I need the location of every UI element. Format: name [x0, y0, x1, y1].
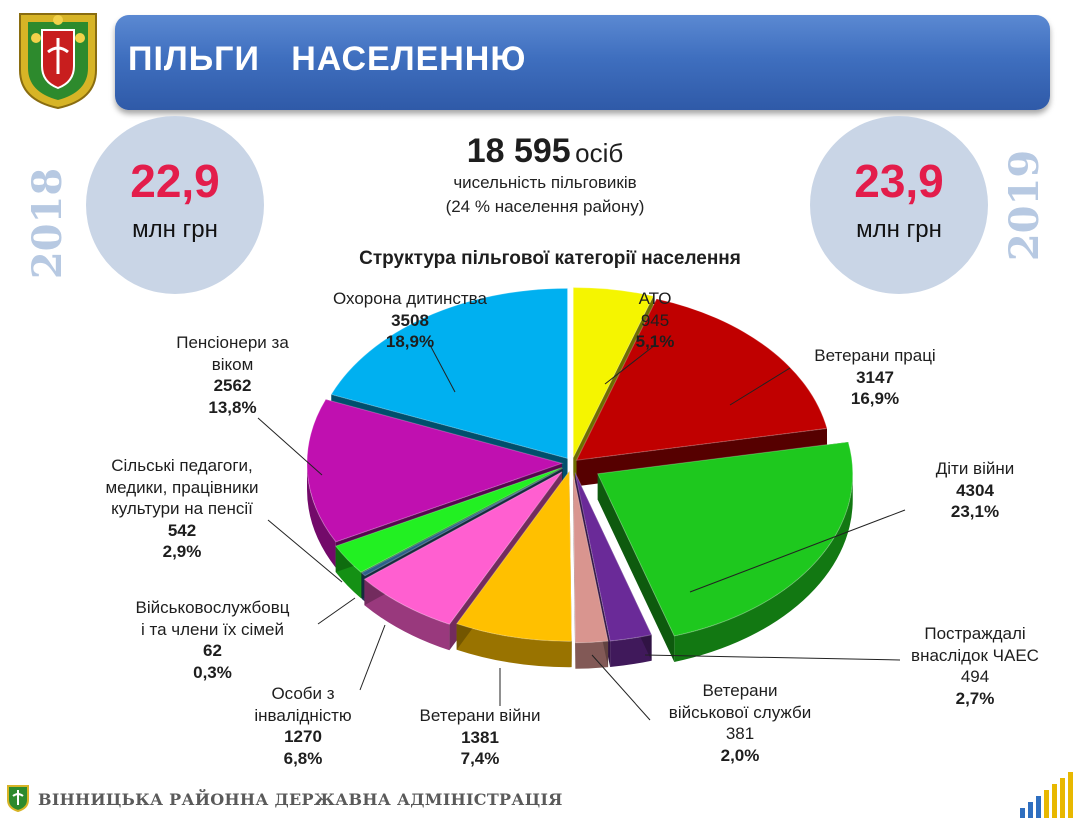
- summary-line-1: чисельність пільговиків: [453, 173, 637, 192]
- slice-percent: 5,1%: [635, 332, 675, 351]
- slice-name: АТО: [638, 289, 672, 308]
- coat-of-arms-icon: [19, 13, 97, 110]
- leader-line-військовослужбовці-та-члени-їх-сімей: [317, 597, 356, 625]
- slice-percent: 2,9%: [162, 542, 202, 561]
- slice-name: культури на пенсії: [111, 499, 253, 518]
- slice-value: 4304: [956, 480, 994, 500]
- slice-name: і та члени їх сімей: [141, 619, 284, 639]
- slice-side-особи-з-інвалідністю: [364, 579, 450, 651]
- slice-value: 1381: [461, 727, 499, 747]
- slice-діти-війни: [597, 441, 854, 637]
- slice-side-постраждалі-внаслідок-чаес: [610, 634, 652, 667]
- summary-block: 18 595 осіб чисельність пільговиків (24 …: [330, 132, 760, 219]
- slice-name: Ветерани: [702, 681, 778, 700]
- summary-line-2: (24 % населення району): [445, 197, 645, 216]
- slice-name: внаслідок ЧАЕС: [911, 645, 1039, 665]
- slice-name: Охорона дитинства: [333, 289, 487, 308]
- budget-2018-circle: 22,9 млн грн: [86, 116, 264, 294]
- budget-2018-amount: 22,9: [130, 155, 220, 207]
- slice-ветерани-військової-служби: [572, 472, 609, 644]
- slice-label-ато: АТО 945 5,1%: [600, 288, 710, 353]
- slice-охорона-дитинства: [330, 287, 569, 460]
- slice-name: інвалідністю: [254, 705, 352, 725]
- leader-line-охорона-дитинства: [429, 344, 456, 393]
- slice-label-сільські-педагоги-медики-працівники-культури-на-пенсії: Сільські педагоги, медики, працівники куль…: [72, 455, 292, 563]
- leader-line-сільські-педагоги-медики-працівники-культури-на-пенсії: [267, 519, 343, 583]
- slice-percent: 16,9%: [850, 389, 900, 408]
- slice-percent: 2,7%: [955, 688, 995, 708]
- footer-organization: ВІННИЦЬКА РАЙОННА ДЕРЖАВНА АДМІНІСТРАЦІЯ: [38, 790, 563, 809]
- slice-постраждалі-внаслідок-чаес: [574, 472, 653, 642]
- slice-label-ветерани-війни: Ветерани війни 1381 7,4%: [400, 705, 560, 770]
- slice-wall-ветерани-військової-служби: [573, 472, 576, 669]
- title-banner: [115, 15, 1050, 110]
- slice-percent: 13,8%: [208, 397, 257, 417]
- slice-name: військової служби: [668, 702, 812, 722]
- slice-value: 1270: [284, 727, 322, 746]
- slice-label-ветерани-праці: Ветерани праці 3147 16,9%: [780, 345, 970, 410]
- leader-line-ато: [604, 344, 656, 385]
- slice-percent: 7,4%: [460, 749, 500, 768]
- slice-name: Постраждалі: [924, 624, 1026, 643]
- slice-name: віком: [211, 354, 254, 374]
- slice-ветерани-праці: [575, 298, 828, 461]
- slice-name: Особи з: [271, 684, 335, 703]
- slice-ато: [572, 286, 655, 458]
- slice-value: 494: [960, 667, 990, 686]
- slice-side-ветерани-війни: [456, 623, 572, 668]
- slice-percent: 6,8%: [283, 748, 323, 768]
- leader-line-постраждалі-внаслідок-чаес: [644, 654, 901, 661]
- slice-name: Діти війни: [935, 459, 1015, 478]
- slice-side-ветерани-військової-служби: [575, 641, 609, 669]
- leader-line-ветерани-праці: [729, 367, 791, 406]
- footer-coat-of-arms-icon: [7, 785, 29, 812]
- slice-name: Військовослужбовц: [135, 598, 290, 617]
- slice-пенсіонери-за-віком: [306, 398, 564, 543]
- slice-wall-діти-війни: [597, 473, 675, 662]
- slice-label-особи-з-інвалідністю: Особи з інвалідністю 1270 6,8%: [238, 683, 368, 769]
- slice-label-охорона-дитинства: Охорона дитинства 3508 18,9%: [300, 288, 520, 353]
- slice-percent: 18,9%: [385, 332, 435, 351]
- page-title: ПІЛЬГИ НАСЕЛЕННЮ: [128, 40, 527, 78]
- slice-ветерани-війни: [455, 469, 573, 642]
- slice-percent: 0,3%: [193, 662, 232, 682]
- slice-label-пенсіонери-за-віком: Пенсіонери за віком 2562 13,8%: [140, 332, 325, 418]
- slice-value: 542: [167, 520, 197, 540]
- leader-line-пенсіонери-за-віком: [257, 417, 323, 476]
- slice-військовослужбовці-та-члени-їх-сімей: [360, 467, 563, 577]
- slice-side-діти-війни: [674, 473, 853, 662]
- slice-name: Сільські педагоги,: [111, 456, 253, 475]
- leader-line-особи-з-інвалідністю: [359, 624, 386, 691]
- slice-value: 2562: [213, 376, 252, 395]
- slice-name: Пенсіонери за: [176, 333, 289, 352]
- leader-line-ветерани-військової-служби: [591, 654, 651, 721]
- budget-2019-unit: млн грн: [856, 216, 942, 243]
- slice-value: 945: [640, 310, 670, 330]
- slice-name: Ветерани війни: [419, 706, 541, 725]
- slice-percent: 2,0%: [720, 745, 760, 765]
- beneficiaries-count: 18 595: [466, 132, 571, 170]
- slice-label-ветерани-військової-служби: Ветерани військової служби 381 2,0%: [640, 680, 840, 766]
- budget-2019-amount: 23,9: [854, 155, 944, 207]
- slice-percent: 23,1%: [950, 502, 1000, 521]
- chart-title: Структура пільгової категорії населення: [359, 248, 741, 269]
- slice-name: Ветерани праці: [814, 346, 936, 365]
- slice-value: 3508: [391, 310, 429, 330]
- slice-value: 3147: [856, 367, 894, 387]
- beneficiaries-unit: осіб: [575, 138, 624, 168]
- slice-value: 62: [203, 641, 222, 660]
- slice-label-діти-війни: Діти війни 4304 23,1%: [900, 458, 1050, 523]
- slice-value: 381: [725, 724, 755, 743]
- slice-label-військовослужбовці-та-члени-їх-сімей: Військовослужбовц і та члени їх сімей 62 0,…: [110, 597, 315, 683]
- slice-особи-з-інвалідністю: [363, 471, 563, 625]
- slice-side-пенсіонери-за-віком: [307, 463, 336, 568]
- footer-bars-icon: [1020, 772, 1073, 818]
- leader-line-діти-війни: [689, 509, 906, 593]
- budget-2019-circle: 23,9 млн грн: [810, 116, 988, 294]
- budget-2018-unit: млн грн: [132, 216, 218, 243]
- slice-label-постраждалі-внаслідок-чаес: Постраждалі внаслідок ЧАЕС 494 2,7%: [870, 623, 1080, 709]
- slice-сільські-педагоги-медики-працівники-культури-на-пенсії: [334, 467, 563, 573]
- slice-name: медики, працівники: [105, 477, 259, 497]
